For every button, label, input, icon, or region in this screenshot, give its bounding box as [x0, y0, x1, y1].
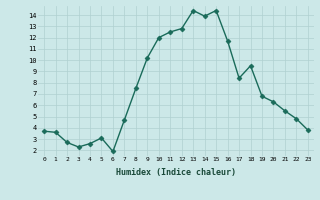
X-axis label: Humidex (Indice chaleur): Humidex (Indice chaleur) [116, 168, 236, 177]
